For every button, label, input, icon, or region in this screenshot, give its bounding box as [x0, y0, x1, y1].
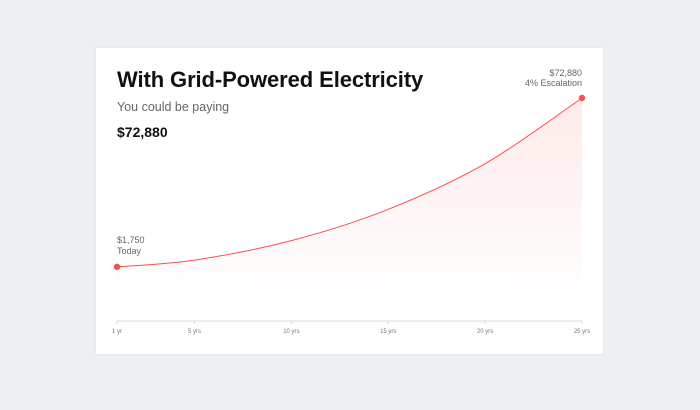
- electricity-cost-chart: 1 yr 5 yrs 10 yrs 15 yrs 20 yrs 25 yrs $1,750…: [112, 68, 590, 335]
- series-area: [117, 98, 582, 303]
- series-line: [116, 97, 583, 268]
- end-caption-label: 4% Escalation: [525, 78, 582, 88]
- x-tick-label-4: 20 yrs: [477, 329, 493, 335]
- x-tick-label-1: 5 yrs: [188, 329, 201, 335]
- end-value-label: $72,880: [549, 68, 582, 78]
- chart-card: With Grid-Powered Electricity You could …: [96, 48, 603, 354]
- x-tick-label-3: 15 yrs: [380, 329, 396, 335]
- x-tick-label-0: 1 yr: [112, 329, 122, 335]
- total-amount: $72,880: [117, 124, 168, 140]
- x-tick-label-5: 25 yrs: [574, 329, 590, 335]
- chart-title: With Grid-Powered Electricity: [117, 67, 424, 92]
- end-point: [578, 94, 586, 102]
- x-tick-label-2: 10 yrs: [283, 329, 299, 335]
- start-caption-label: Today: [117, 246, 142, 256]
- start-value-label: $1,750: [117, 235, 145, 245]
- chart-subtitle: You could be paying: [117, 100, 230, 114]
- start-point: [113, 263, 121, 271]
- x-axis-ticks: 1 yr 5 yrs 10 yrs 15 yrs 20 yrs 25 yrs: [112, 321, 590, 335]
